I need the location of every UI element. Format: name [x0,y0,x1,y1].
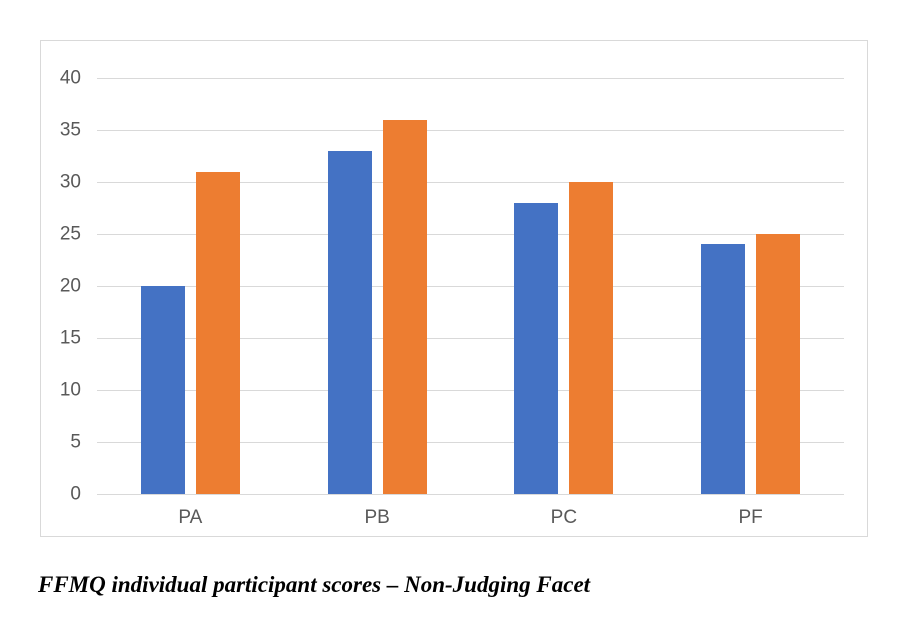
gridline [97,494,844,495]
y-axis-tick-label: 0 [70,483,81,505]
bar-series-1-pa [140,286,185,494]
y-axis-tick-label: 25 [59,223,81,245]
bar-chart: 0 5 10 15 20 25 30 35 40 PA PB PC PF [40,40,868,537]
bar-series-1-pb [327,150,372,494]
y-axis-tick-label: 40 [59,67,81,89]
x-axis-category-label: PA [178,507,203,528]
y-axis-tick-label: 20 [59,275,81,297]
y-axis-tick-label: 5 [70,431,81,453]
gridline [97,182,844,183]
x-axis-category-label: PB [364,507,390,528]
bar-series-2-pb [382,119,427,494]
y-axis-tick-label: 30 [59,171,81,193]
bar-series-2-pa [195,171,240,494]
gridline [97,338,844,339]
gridline [97,286,844,287]
y-axis-tick-label: 35 [59,119,81,141]
bar-series-2-pc [569,182,614,494]
gridline [97,390,844,391]
bar-series-2-pf [756,234,801,494]
y-axis-tick-label: 15 [59,327,81,349]
x-axis-category-label: PF [738,507,763,528]
bar-series-1-pc [514,202,559,494]
gridline [97,130,844,131]
y-axis-tick-label: 10 [59,379,81,401]
figure-caption: FFMQ individual participant scores – Non… [38,572,591,597]
gridline [97,78,844,79]
gridline [97,442,844,443]
bar-series-1-pf [701,244,746,494]
gridline [97,234,844,235]
x-axis-category-label: PC [550,507,578,528]
